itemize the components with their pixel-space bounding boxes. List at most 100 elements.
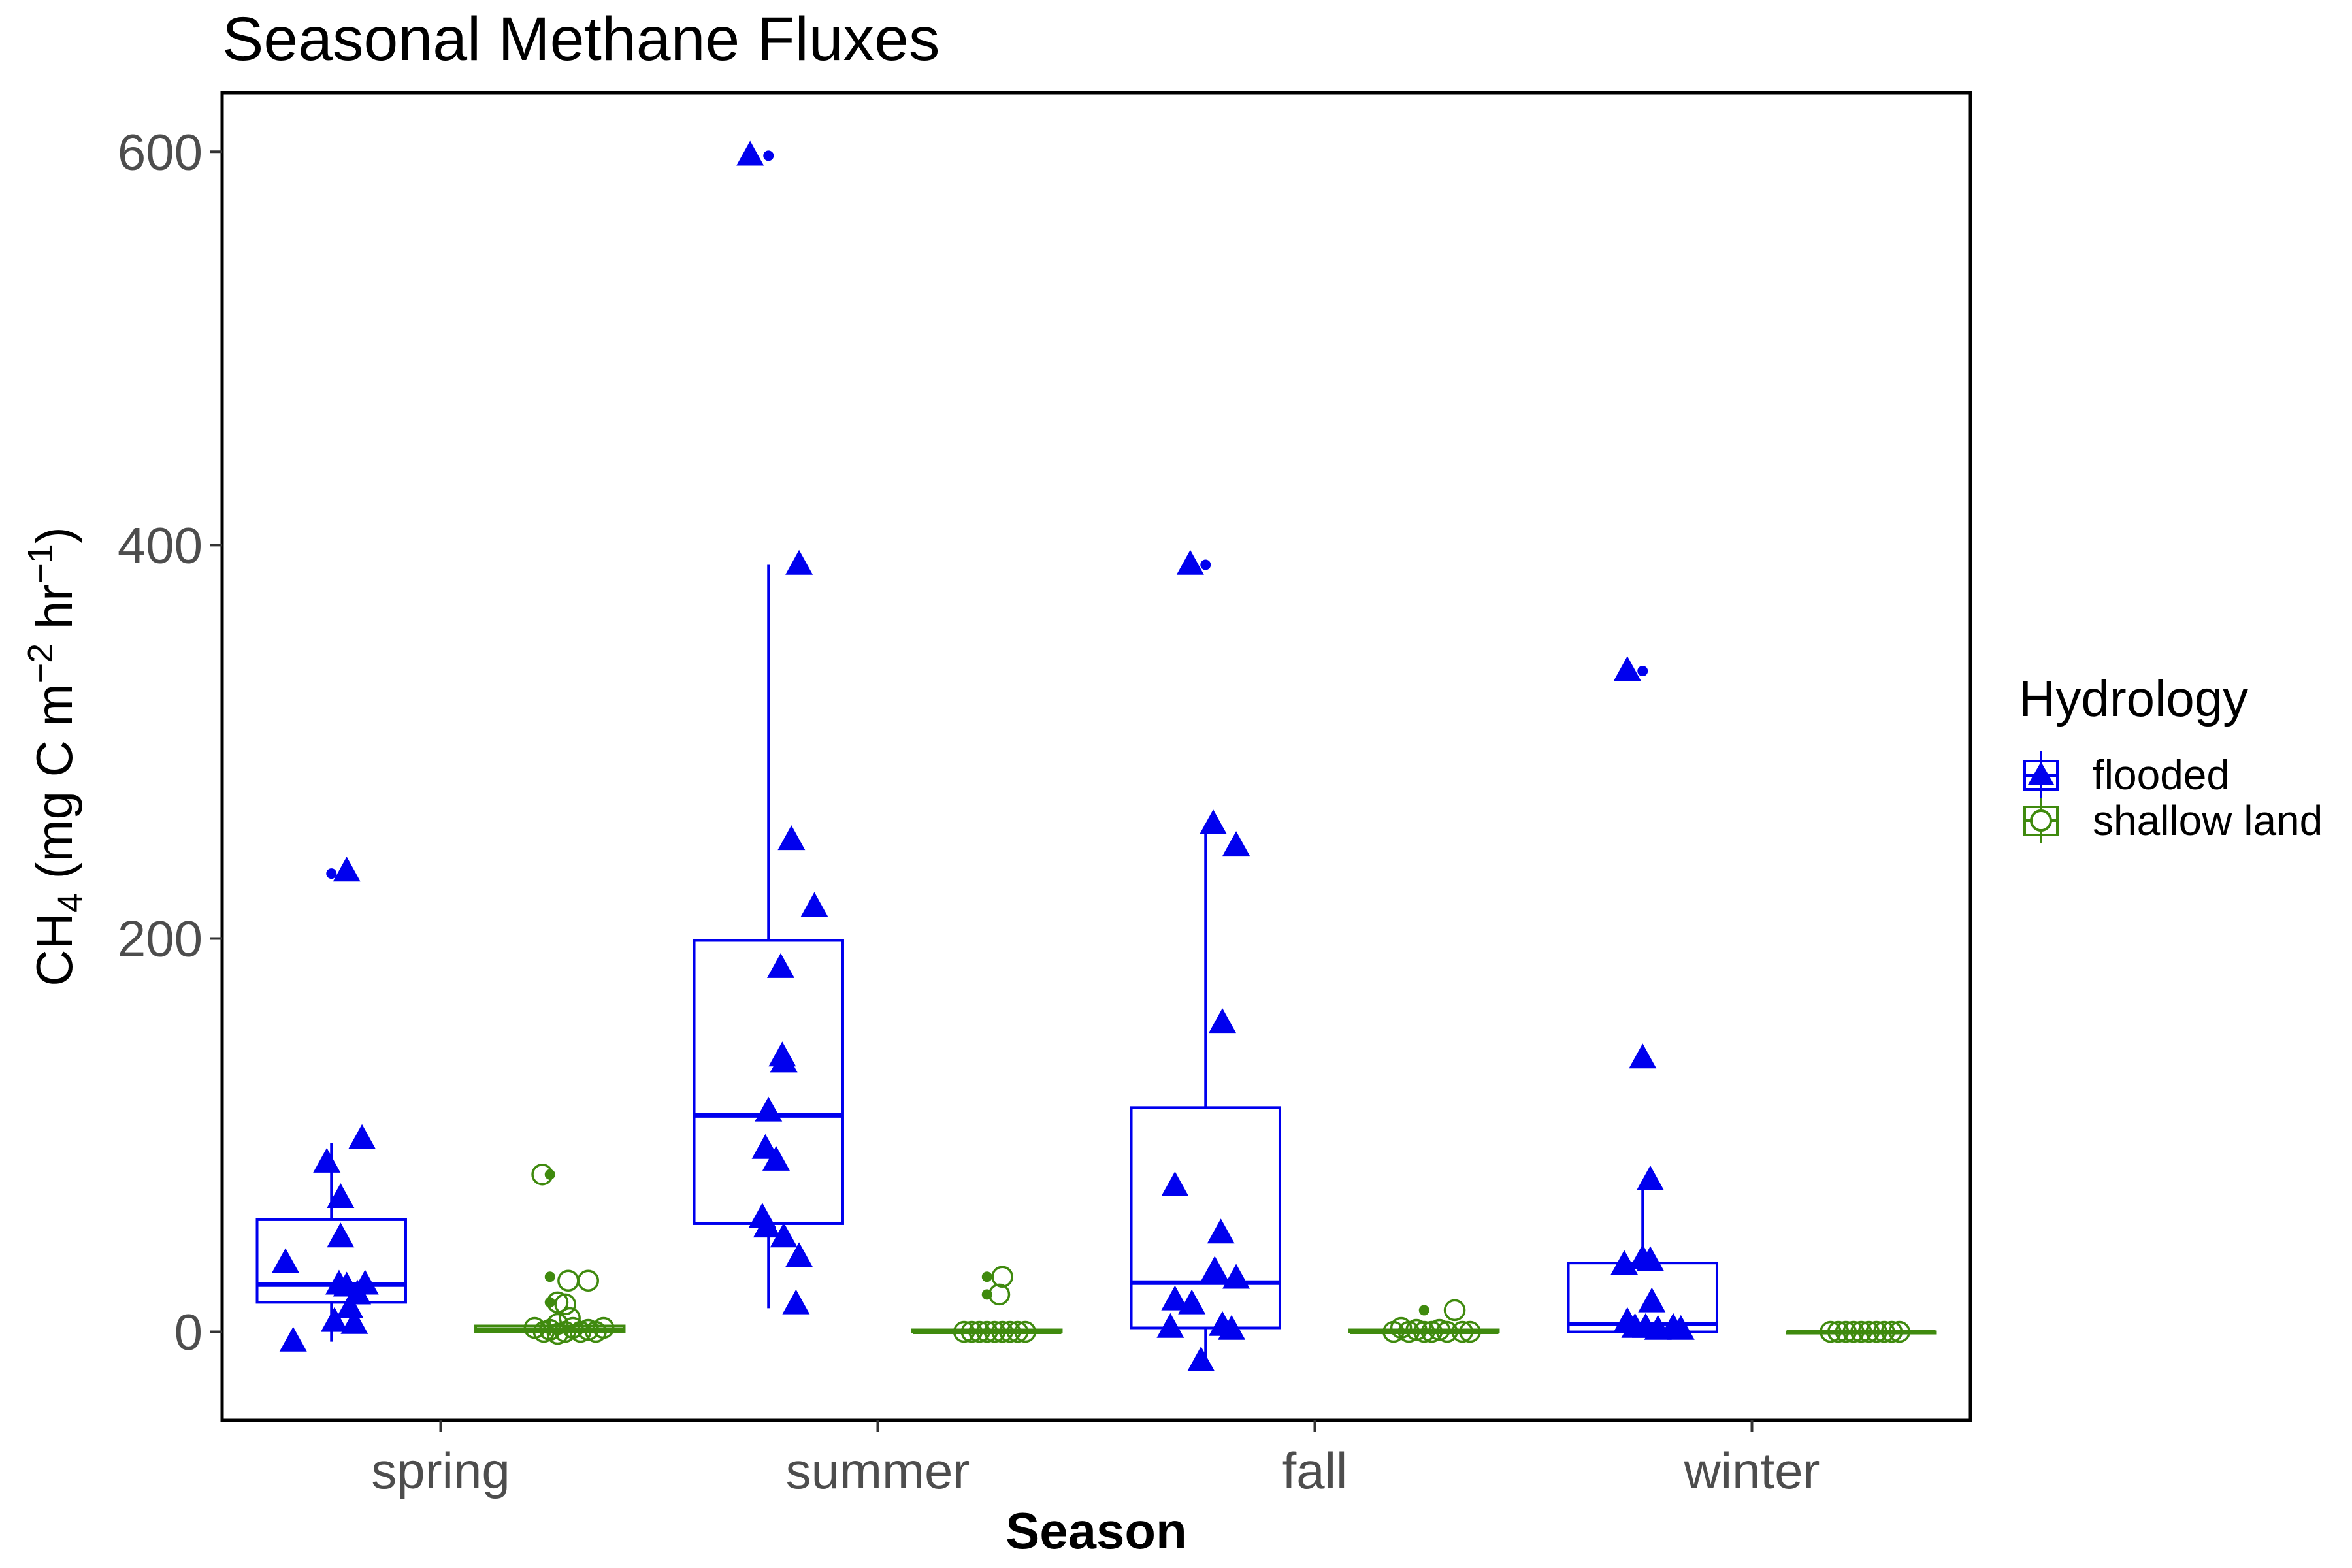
- point-shallow-land-spring: [592, 1316, 615, 1339]
- legend: Hydrology flooded shallow land: [2019, 670, 2323, 844]
- point-shallow-land-winter: [1850, 1320, 1872, 1343]
- legend-label-flooded: flooded: [2093, 751, 2230, 798]
- legend-key-flooded: [2023, 751, 2059, 798]
- x-axis-title: Season: [1005, 1502, 1186, 1560]
- point-shallow-land-fall: [1405, 1318, 1428, 1341]
- point-shallow-land-spring: [577, 1269, 600, 1292]
- point-flooded-summer: [736, 140, 764, 166]
- box-flooded-summer: [693, 939, 844, 1225]
- point-flooded-summer: [753, 1213, 781, 1238]
- point-shallow-land-fall: [1397, 1320, 1420, 1343]
- point-shallow-land-fall: [1451, 1320, 1474, 1343]
- point-shallow-land-fall: [1443, 1299, 1466, 1322]
- point-shallow-land-spring: [569, 1320, 592, 1343]
- y-axis-title-superscript-2: −1: [21, 544, 60, 584]
- x-tick-label-summer: summer: [786, 1442, 970, 1499]
- point-flooded-fall: [1199, 809, 1227, 835]
- point-flooded-winter: [1636, 1165, 1664, 1190]
- point-flooded-winter: [1638, 1287, 1666, 1313]
- y-tick-label: 200: [118, 909, 203, 967]
- point-flooded-fall: [1222, 1264, 1250, 1289]
- point-flooded-spring: [351, 1269, 379, 1295]
- point-shallow-land-winter: [1880, 1320, 1903, 1343]
- point-shallow-land-fall: [1459, 1320, 1481, 1343]
- point-shallow-land-summer: [953, 1320, 975, 1343]
- legend-triangle-icon: [2028, 762, 2054, 785]
- point-shallow-land-spring: [554, 1293, 576, 1316]
- point-shallow-land-summer: [999, 1320, 1021, 1343]
- point-shallow-land-winter: [1842, 1320, 1865, 1343]
- point-shallow-land-summer: [976, 1320, 998, 1343]
- point-flooded-summer: [777, 825, 806, 851]
- y-axis-title-subscript: 4: [51, 893, 90, 913]
- point-flooded-summer: [770, 1222, 798, 1248]
- point-flooded-fall: [1176, 549, 1204, 575]
- point-shallow-land-fall: [1420, 1320, 1443, 1343]
- point-shallow-land-fall: [1413, 1320, 1435, 1343]
- point-flooded-fall: [1161, 1171, 1189, 1196]
- point-shallow-land-summer: [991, 1266, 1013, 1288]
- outlier-shallow-land-spring: [544, 1297, 555, 1308]
- point-flooded-fall: [1218, 1315, 1246, 1340]
- x-tick-label-winter: winter: [1683, 1442, 1820, 1499]
- y-tick-label: 400: [118, 516, 203, 574]
- point-shallow-land-winter: [1865, 1320, 1887, 1343]
- point-flooded-spring: [327, 1222, 355, 1248]
- chart-title: Seasonal Methane Fluxes: [222, 5, 939, 74]
- x-tick-label-spring: spring: [371, 1442, 510, 1499]
- point-flooded-summer: [800, 892, 828, 917]
- x-tick-label-fall: fall: [1282, 1442, 1348, 1499]
- outlier-shallow-land-summer: [981, 1271, 992, 1282]
- point-shallow-land-winter: [1857, 1320, 1880, 1343]
- point-shallow-land-summer: [960, 1320, 983, 1343]
- point-flooded-spring: [313, 1147, 341, 1173]
- point-flooded-summer: [755, 1096, 783, 1122]
- point-flooded-summer: [782, 1289, 810, 1315]
- y-axis: 0 200 400 600: [118, 123, 222, 1361]
- point-shallow-land-spring: [546, 1291, 569, 1314]
- data-points: [272, 140, 1911, 1371]
- point-flooded-summer: [762, 1145, 790, 1171]
- outlier-flooded-winter: [1637, 666, 1648, 677]
- point-flooded-summer: [751, 1134, 779, 1159]
- plot-panel: [220, 91, 1972, 1422]
- outlier-flooded-fall: [1200, 559, 1211, 570]
- legend-label-shallow-land: shallow land: [2093, 797, 2323, 844]
- point-shallow-land-spring: [577, 1318, 600, 1341]
- point-shallow-land-summer: [1014, 1320, 1037, 1343]
- point-flooded-summer: [766, 953, 794, 978]
- point-flooded-spring: [320, 1307, 348, 1332]
- y-tick-label: 600: [118, 123, 203, 180]
- outlier-shallow-land-spring: [544, 1169, 555, 1180]
- point-flooded-winter: [1636, 1246, 1664, 1271]
- point-flooded-spring: [348, 1124, 376, 1149]
- point-flooded-fall: [1209, 1008, 1237, 1034]
- point-shallow-land-winter: [1827, 1320, 1850, 1343]
- point-flooded-winter: [1667, 1315, 1695, 1340]
- point-shallow-land-winter: [1873, 1320, 1895, 1343]
- point-flooded-fall: [1187, 1346, 1215, 1371]
- y-axis-title-middle: (mg C m: [25, 683, 83, 893]
- point-shallow-land-winter: [1888, 1320, 1911, 1343]
- point-flooded-spring: [327, 1183, 355, 1209]
- point-flooded-summer: [785, 549, 813, 575]
- legend-title: Hydrology: [2019, 670, 2248, 727]
- point-flooded-summer: [770, 1047, 798, 1073]
- point-shallow-land-spring: [546, 1322, 569, 1345]
- y-axis-title: CH4 (mg C m−2 hr−1): [21, 527, 90, 987]
- point-flooded-fall: [1222, 831, 1250, 857]
- outlier-flooded-summer: [763, 150, 774, 161]
- point-shallow-land-summer: [983, 1320, 1006, 1343]
- point-flooded-spring: [333, 857, 361, 882]
- x-axis: spring summer fall winter: [371, 1420, 1820, 1499]
- point-flooded-summer: [785, 1242, 813, 1267]
- point-flooded-fall: [1201, 1256, 1229, 1281]
- point-shallow-land-winter: [1835, 1320, 1857, 1343]
- point-shallow-land-spring: [559, 1307, 581, 1330]
- outlier-shallow-land-fall: [1418, 1305, 1429, 1316]
- point-flooded-spring: [272, 1248, 300, 1273]
- legend-circle-icon: [2030, 809, 2052, 832]
- point-flooded-fall: [1178, 1289, 1206, 1315]
- point-shallow-land-summer: [991, 1320, 1013, 1343]
